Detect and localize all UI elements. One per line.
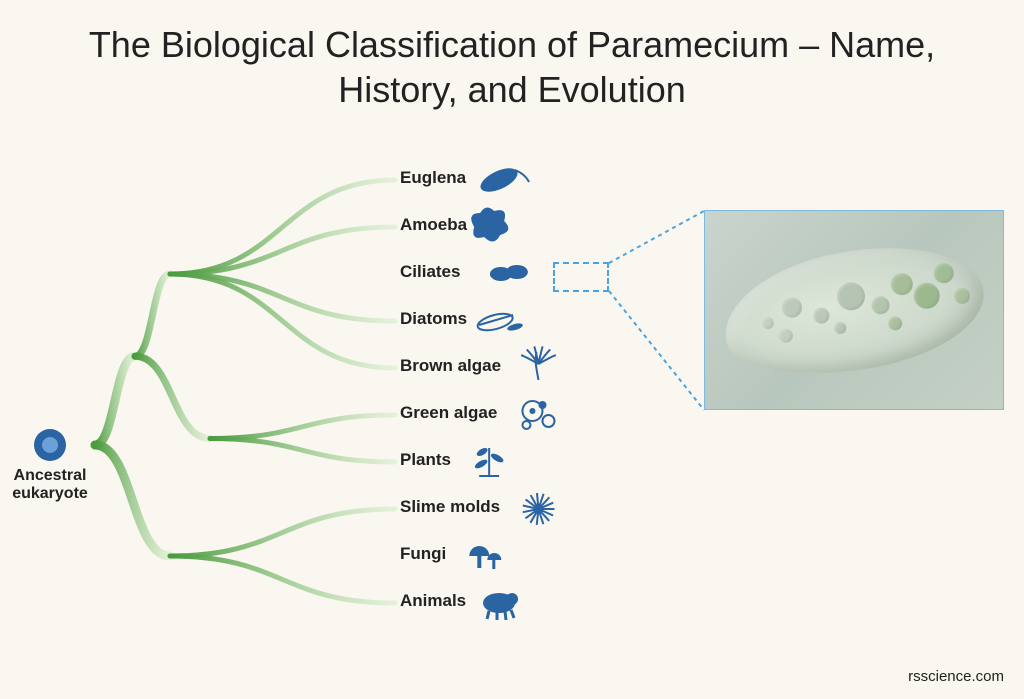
vacuole [870,295,890,315]
leaf-label-brownalgae: Brown algae [400,356,501,376]
plant-icon [474,446,505,476]
root-label: Ancestraleukaryote [5,467,95,504]
vacuole [812,306,830,324]
leaf-label-slime: Slime molds [400,497,500,517]
greenalgae-icon [522,401,554,429]
leaf-label-euglena: Euglena [400,168,466,188]
vacuole [889,271,914,296]
ciliate-icon [490,265,528,281]
paramecium-body [716,233,992,387]
leaf-label-ciliate: Ciliates [400,262,460,282]
vacuole [912,281,941,310]
brownalgae-icon [521,346,556,380]
vacuole [781,296,804,319]
ciliates-highlight-box [553,262,609,292]
vacuole [953,286,971,304]
slime-icon [523,493,555,525]
vacuole [761,316,775,330]
vacuole [835,280,867,312]
leaf-label-amoeba: Amoeba [400,215,467,235]
fungi-icon [469,546,501,569]
leaf-icons [469,163,556,620]
vacuole [887,315,903,331]
leaf-label-fungi: Fungi [400,544,446,564]
diatom-icon [476,311,524,334]
credit-text: rsscience.com [908,668,1004,685]
leaf-label-greenalgae: Green algae [400,403,497,423]
animal-icon [483,593,518,620]
euglena-icon [477,163,529,196]
vacuole [778,327,794,343]
leaf-label-diatom: Diatoms [400,309,467,329]
root-cell-icon [34,429,66,461]
leaf-label-plant: Plants [400,450,451,470]
amoeba-icon [471,207,508,241]
leaf-label-animal: Animals [400,591,466,611]
callout-lines [609,211,704,410]
vacuole [932,261,955,284]
vacuole [833,321,847,335]
paramecium-photo [704,210,1004,410]
